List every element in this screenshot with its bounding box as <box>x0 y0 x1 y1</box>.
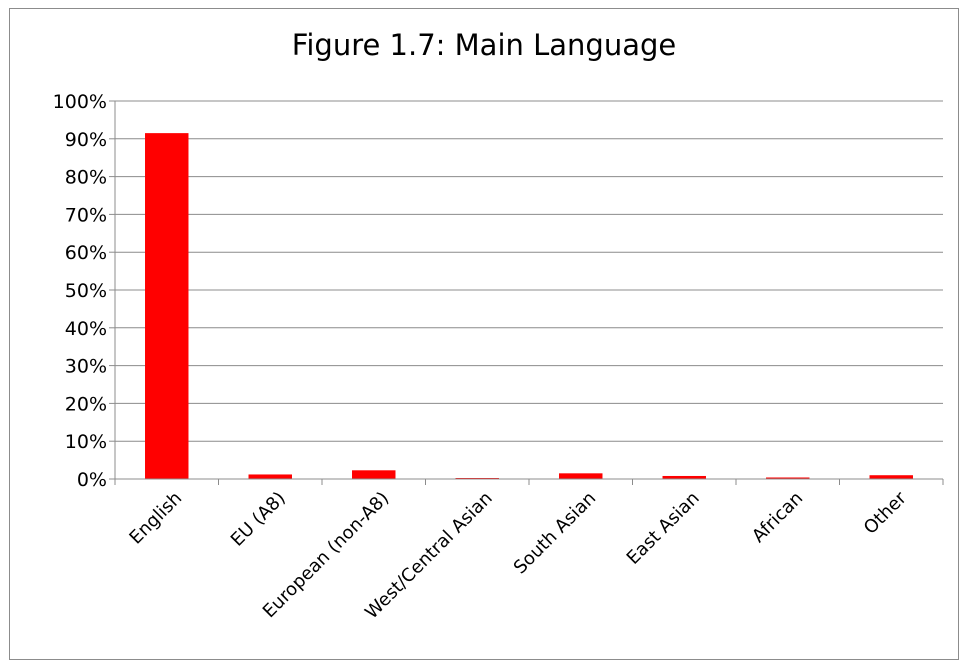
bar-african <box>766 477 810 479</box>
x-tick-label: East Asian <box>623 488 704 569</box>
y-axis-tick-labels: 0% 10% 20% 30% 40% 50% 60% 70% 80% 90% 100% <box>53 91 107 491</box>
y-tick-label: 50% <box>65 280 107 302</box>
y-tick-label: 10% <box>65 431 107 453</box>
x-tick-label: African <box>748 488 807 547</box>
y-tick-label: 70% <box>65 204 107 226</box>
bar-other <box>869 475 913 479</box>
x-axis <box>114 478 944 485</box>
x-tick-label: English <box>125 488 186 549</box>
x-tick-label: EU (A8) <box>227 488 290 551</box>
y-tick-label: 80% <box>65 167 107 189</box>
bar-eu-a8 <box>248 474 292 479</box>
y-tick-label: 20% <box>65 393 107 415</box>
x-tick-label: South Asian <box>510 488 601 579</box>
y-tick-label: 40% <box>65 318 107 340</box>
bar-east-asian <box>662 475 706 479</box>
bar-european-non-a8 <box>352 470 396 479</box>
y-tick-label: 100% <box>53 91 107 113</box>
y-tick-label: 90% <box>65 129 107 151</box>
gridlines <box>109 100 943 480</box>
y-tick-label: 60% <box>65 242 107 264</box>
bars <box>145 133 913 479</box>
y-tick-label: 0% <box>77 469 107 491</box>
bar-english <box>145 133 189 479</box>
y-tick-label: 30% <box>65 356 107 378</box>
chart-title: Figure 1.7: Main Language <box>291 28 677 62</box>
x-tick-label: Other <box>860 487 911 538</box>
bar-south-asian <box>559 473 603 479</box>
x-axis-tick-labels: English EU (A8)European (non-A8)West/Cent… <box>125 487 911 623</box>
